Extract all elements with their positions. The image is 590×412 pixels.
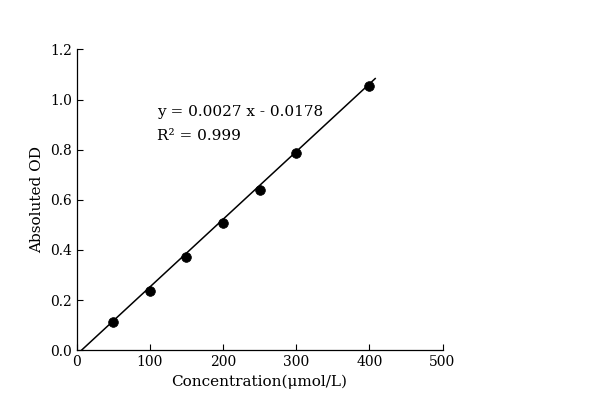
Y-axis label: Absoluted OD: Absoluted OD xyxy=(31,146,44,253)
Point xyxy=(255,187,264,194)
Point xyxy=(109,319,118,325)
X-axis label: Concentration(μmol/L): Concentration(μmol/L) xyxy=(172,375,348,389)
Point xyxy=(291,150,301,156)
Text: R² = 0.999: R² = 0.999 xyxy=(157,129,241,143)
Point xyxy=(365,83,374,89)
Point xyxy=(145,288,155,294)
Point xyxy=(182,253,191,260)
Text: y = 0.0027 x - 0.0178: y = 0.0027 x - 0.0178 xyxy=(157,105,323,119)
Point xyxy=(218,220,228,227)
